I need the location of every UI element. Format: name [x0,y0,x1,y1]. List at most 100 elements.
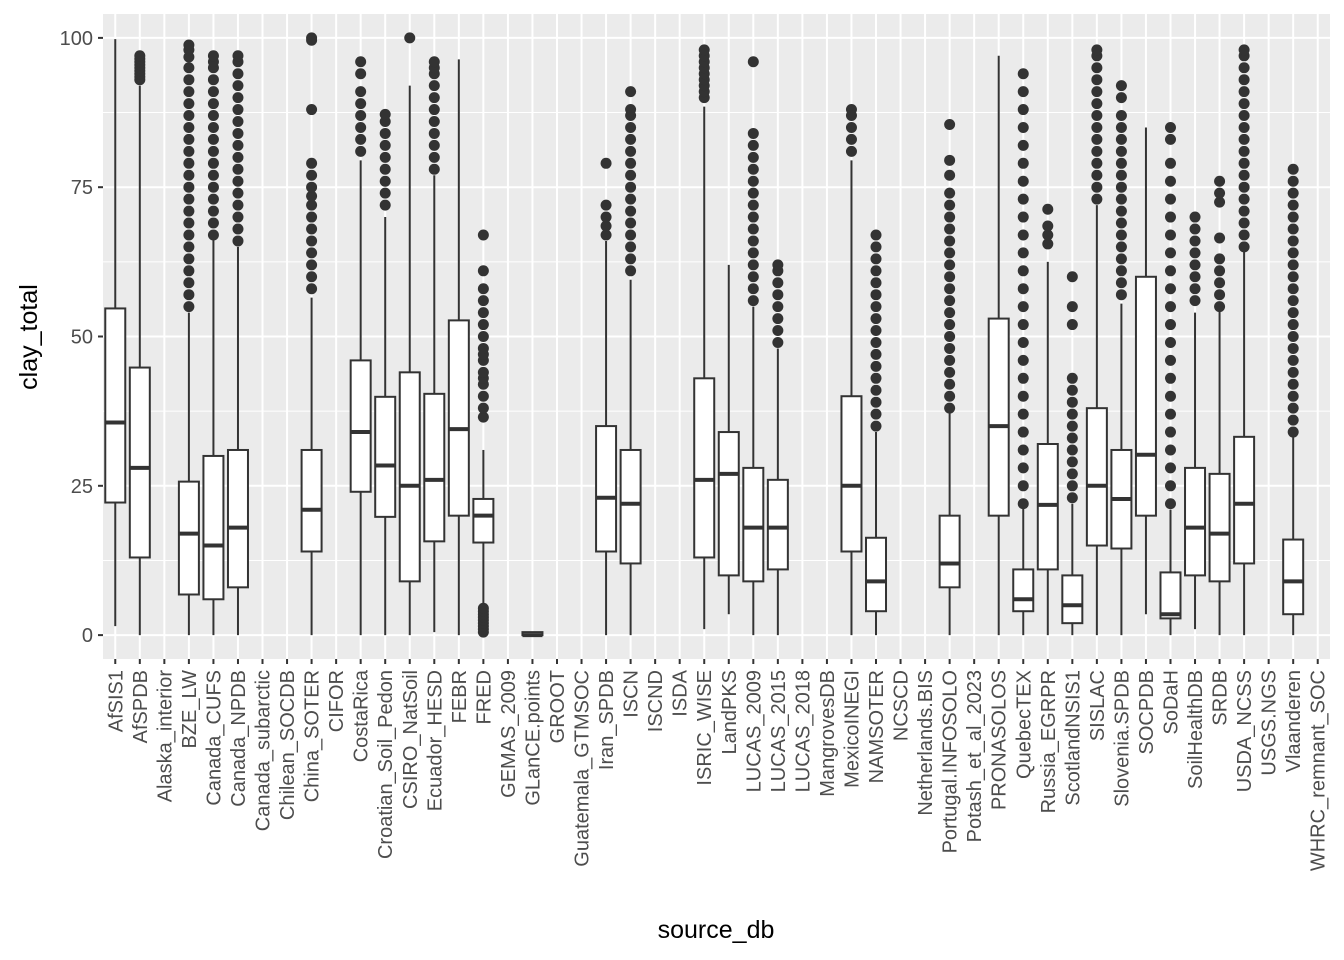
outlier-point [870,420,882,432]
outlier-point [870,301,882,313]
outlier-point [355,121,367,133]
outlier-point [1287,402,1299,414]
outlier-point [747,151,759,163]
outlier-point [1066,301,1078,313]
outlier-point [1238,169,1250,181]
x-tick-label: Slovenia.SPDB [1111,670,1133,807]
outlier-point [944,271,956,283]
box-PRONASOLOS [987,55,1010,636]
outlier-point [1287,319,1299,331]
outlier-point [1042,203,1054,215]
outlier-point [1287,271,1299,283]
outlier-point [477,319,489,331]
outlier-point [379,127,391,139]
x-tick-label: SISLAC [1087,670,1109,741]
outlier-point [1017,211,1029,223]
outlier-point [944,402,956,414]
outlier-point [232,223,244,235]
outlier-point [232,127,244,139]
x-tick-label: Canada_CUFS [203,670,225,806]
outlier-point [477,390,489,402]
outlier-point [428,127,440,139]
outlier-point [1017,139,1029,151]
outlier-point [1164,336,1176,348]
x-tick-label: USDA_NCSS [1234,670,1256,792]
outlier-point [747,271,759,283]
outlier-point [232,104,244,116]
outlier-point [428,116,440,127]
outlier-point [845,133,857,145]
outlier-point [477,295,489,307]
outlier-point [747,295,759,307]
box-CSIRO_NatSoil [398,32,421,636]
outlier-point [183,98,195,110]
outlier-point [1017,121,1029,133]
outlier-point [747,223,759,235]
outlier-point [845,104,857,116]
x-tick-label: Vlaanderen [1283,670,1305,772]
x-tick-label: QuebecTEX [1013,670,1035,779]
outlier-point [1091,98,1103,110]
outlier-point [1066,480,1078,492]
outlier-point [1017,68,1029,80]
box-FRED [472,229,495,638]
outlier-point [1115,205,1127,217]
outlier-point [1066,456,1078,468]
outlier-point [747,211,759,223]
outlier-point [1238,157,1250,169]
outlier-point [1287,175,1299,187]
x-tick-label: ISRIC_WISE [694,670,716,786]
x-tick-label: MexicoINEGI [841,670,863,788]
x-tick-label: Alaska_interior [154,670,176,803]
outlier-point [1017,265,1029,277]
outlier-point [1066,468,1078,480]
outlier-point [1287,163,1299,175]
outlier-point [1287,283,1299,295]
outlier-point [1164,193,1176,205]
outlier-point [207,169,219,181]
iqr-box [1208,472,1231,583]
outlier-point [1091,181,1103,193]
outlier-point [207,217,219,229]
outlier-point [1214,175,1226,187]
outlier-point [477,307,489,319]
outlier-point [404,32,416,44]
outlier-point [207,86,219,98]
outlier-point [1189,247,1201,259]
outlier-point [1214,196,1226,208]
outlier-point [944,342,956,354]
outlier-point [1017,354,1029,366]
outlier-point [232,116,244,127]
outlier-point [747,247,759,259]
outlier-point [1164,390,1176,402]
outlier-point [625,157,637,169]
box-layer [104,32,1305,638]
box-SISLAC [1085,44,1108,636]
outlier-point [1238,62,1250,74]
y-tick-label: 100 [60,28,93,50]
outlier-point [1017,104,1029,116]
outlier-point [379,199,391,211]
outlier-point [306,211,318,223]
outlier-point [1091,44,1103,56]
outlier-point [1214,232,1226,244]
outlier-point [1287,390,1299,402]
outlier-point [232,80,244,92]
outlier-point [1091,74,1103,86]
outlier-point [1164,157,1176,169]
outlier-point [1287,259,1299,271]
outlier-point [1066,271,1078,283]
x-tick-label: Iran_SPDB [596,670,618,770]
outlier-point [207,157,219,169]
x-tick-label: Croatian_Soil_Pedon [375,670,397,859]
outlier-point [428,104,440,116]
outlier-point [1091,145,1103,157]
outlier-point [207,205,219,217]
outlier-point [944,199,956,211]
outlier-point [1017,301,1029,313]
outlier-point [183,277,195,289]
outlier-point [944,211,956,223]
outlier-point [1164,133,1176,145]
outlier-point [1066,408,1078,420]
outlier-point [477,342,489,354]
